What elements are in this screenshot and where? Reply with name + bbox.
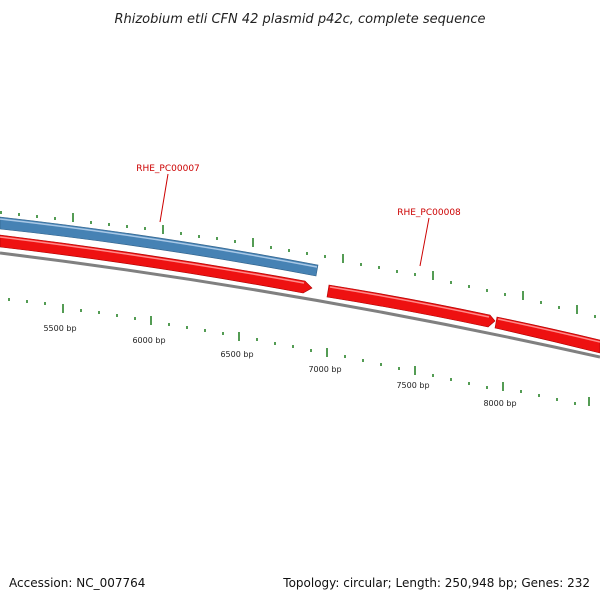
tick-label-8000: 8000 bp	[483, 399, 516, 408]
accession-label: Accession: NC_007764	[9, 576, 146, 590]
gene-feature-reverse-1[interactable]	[0, 234, 313, 294]
gene-feature-reverse-3[interactable]	[494, 316, 600, 354]
gene-feature-highlight	[0, 218, 318, 268]
tick-label-7500: 7500 bp	[396, 381, 429, 390]
tick-labels: 5500 bp 6000 bp 6500 bp 7000 bp 7500 bp …	[43, 324, 516, 408]
gene-label-leader-line	[419, 217, 430, 267]
gene-feature-highlights	[0, 236, 600, 343]
map-title: Rhizobium etli CFN 42 plasmid p42c, comp…	[114, 12, 485, 27]
gene-feature-rhe-pc00007[interactable]	[0, 216, 319, 277]
tick-label-7000: 7000 bp	[308, 365, 341, 374]
gene-feature-rhe-pc00008[interactable]	[326, 284, 496, 328]
gene-label-leader-line	[159, 173, 169, 223]
gene-labels: RHE_PC00007 RHE_PC00008	[136, 164, 461, 267]
outer-tick-ring	[0, 211, 596, 318]
tick-label-6000: 6000 bp	[132, 336, 165, 345]
inner-tick-ring	[8, 298, 590, 406]
gene-label-rhe-pc00007[interactable]: RHE_PC00007	[136, 164, 200, 174]
gene-label-rhe-pc00008[interactable]: RHE_PC00008	[397, 208, 461, 218]
sequence-backbone	[0, 251, 600, 359]
tick-label-6500: 6500 bp	[220, 350, 253, 359]
summary-label: Topology: circular; Length: 250,948 bp; …	[283, 576, 590, 590]
tick-label-5500: 5500 bp	[43, 324, 76, 333]
